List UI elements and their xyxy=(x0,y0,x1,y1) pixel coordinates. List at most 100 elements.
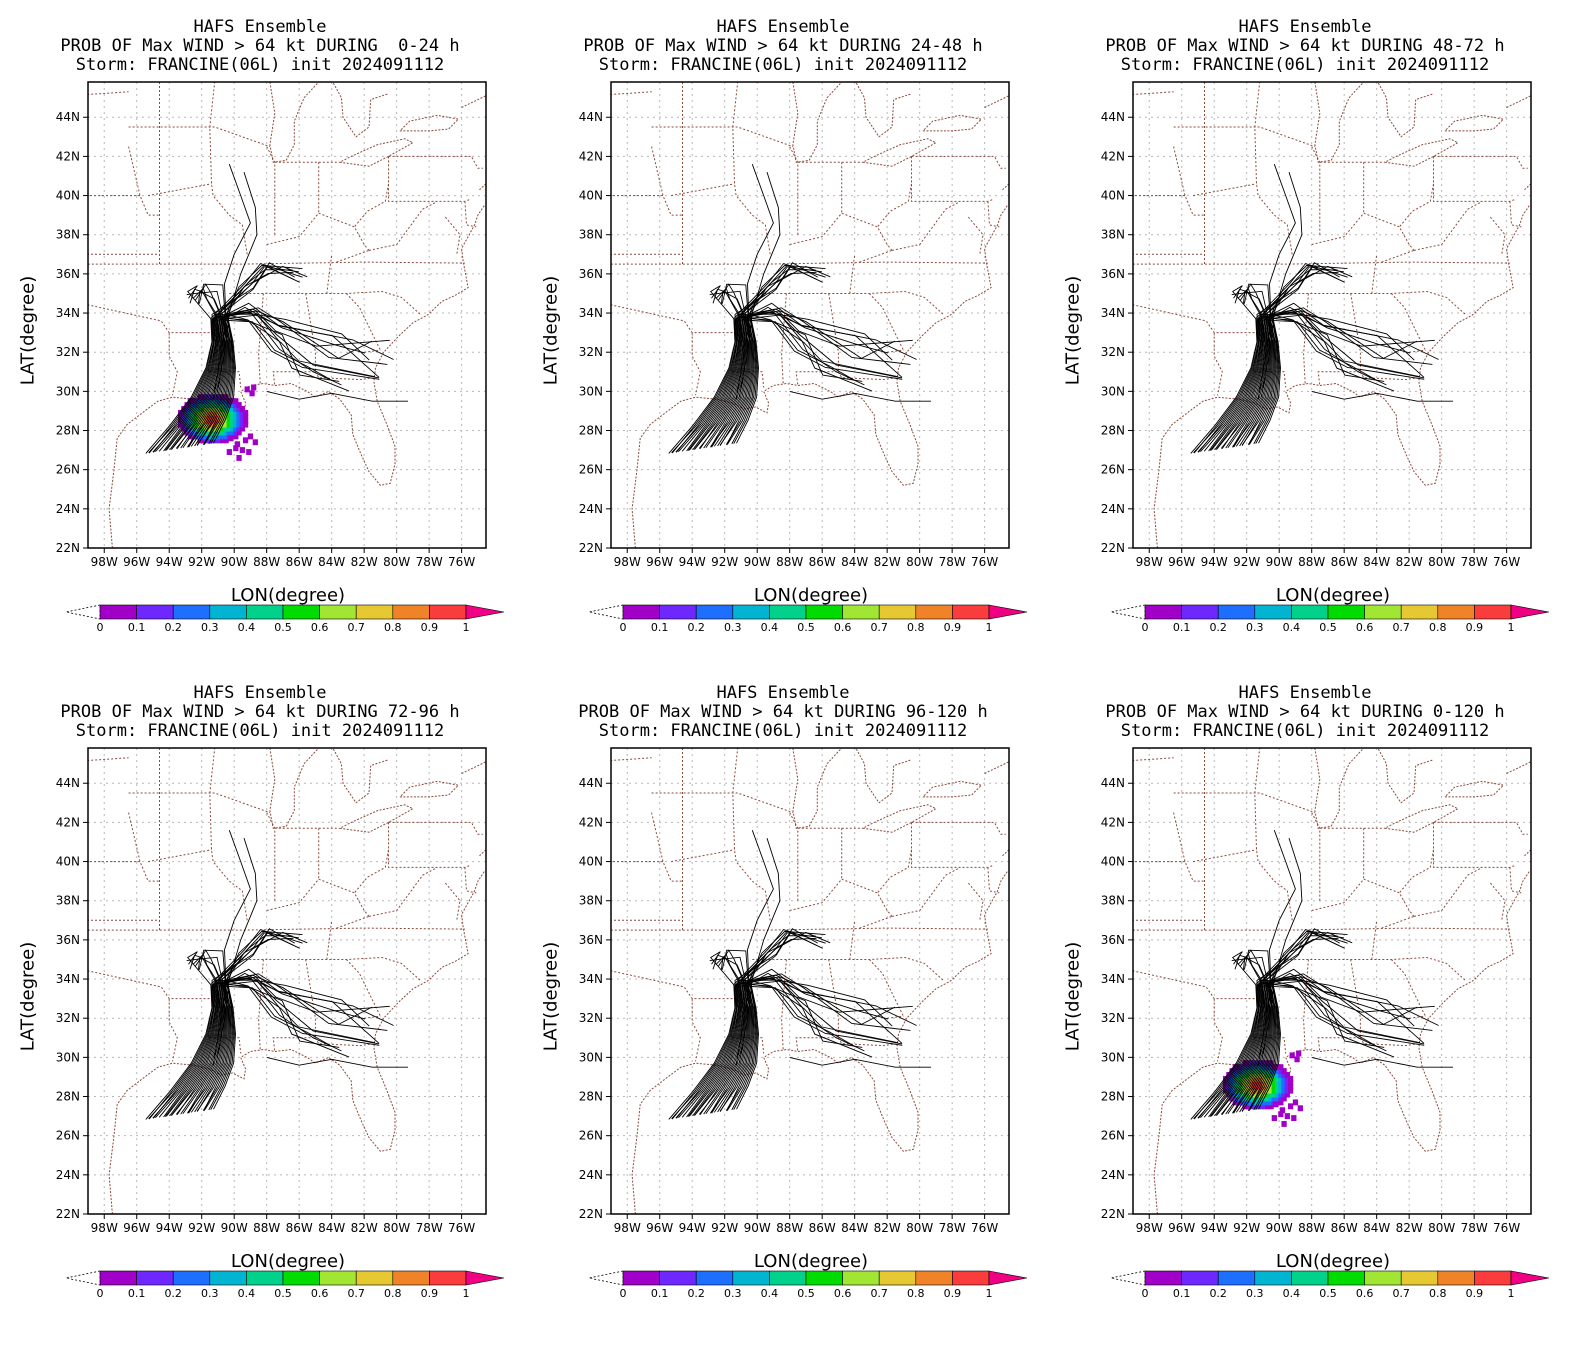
probability-cell xyxy=(1235,1083,1242,1090)
colorbar-label: 0.4 xyxy=(238,1287,256,1300)
probability-cell xyxy=(1252,1091,1258,1098)
colorbar-label: 0.3 xyxy=(201,1287,219,1300)
coastline xyxy=(1377,82,1434,138)
state-boundary xyxy=(364,1015,381,1019)
colorbar-label: 0.5 xyxy=(274,621,292,634)
state-boundary xyxy=(911,821,1006,835)
coastline xyxy=(1524,849,1531,857)
state-boundary xyxy=(1133,304,1287,388)
state-boundary xyxy=(732,748,771,921)
probability-cell xyxy=(1281,1068,1287,1075)
ensemble-track xyxy=(1241,271,1339,446)
colorbar-segment xyxy=(915,1270,953,1286)
coastline xyxy=(1153,205,1530,548)
lat-tick-label: 26N xyxy=(579,463,603,477)
lon-tick-label: 92W xyxy=(188,555,215,569)
lat-tick-label: 24N xyxy=(1101,502,1125,516)
state-boundary xyxy=(1547,764,1550,838)
probability-cell xyxy=(239,447,245,454)
lat-tick-label: 42N xyxy=(1101,149,1125,163)
colorbar-segment xyxy=(695,604,734,620)
probability-cell xyxy=(1268,1103,1274,1110)
colorbar-segment xyxy=(1254,1270,1292,1286)
lon-tick-label: 96W xyxy=(123,555,150,569)
state-boundary xyxy=(1133,91,1174,95)
lon-tick-label: 90W xyxy=(1266,1221,1293,1235)
colorbar-segment xyxy=(842,1270,880,1286)
state-boundary xyxy=(502,98,505,172)
probability-cell xyxy=(194,433,200,440)
lon-tick-label: 98W xyxy=(1136,555,1163,569)
x-axis-label: LON(degree) xyxy=(230,585,346,606)
coastline xyxy=(485,748,486,765)
state-boundary xyxy=(849,920,856,960)
probability-cell xyxy=(1261,1103,1268,1110)
probability-cell xyxy=(1278,1079,1284,1086)
ensemble-track xyxy=(180,314,379,449)
probability-cell xyxy=(1284,1087,1290,1094)
ensemble-track xyxy=(175,287,223,449)
ensemble-track xyxy=(158,930,294,1118)
state-boundary xyxy=(464,201,477,228)
colorbar-label: 0.5 xyxy=(274,1287,292,1300)
probability-cell xyxy=(216,429,223,436)
colorbar-segment xyxy=(209,1270,247,1286)
probability-cell xyxy=(1281,1087,1287,1094)
lon-tick-label: 78W xyxy=(1461,555,1488,569)
coastline xyxy=(1008,82,1009,99)
lat-tick-label: 42N xyxy=(1101,815,1125,829)
state-boundary xyxy=(849,254,856,294)
colorbar-segment xyxy=(1254,604,1292,620)
lat-tick-label: 42N xyxy=(579,149,603,163)
probability-cell xyxy=(1265,1103,1271,1110)
colorbar-segment xyxy=(319,604,357,620)
colorbar-segment xyxy=(429,1270,467,1286)
ensemble-track xyxy=(155,978,370,1118)
ensemble-track xyxy=(699,935,816,1116)
lon-tick-label: 88W xyxy=(776,555,803,569)
lon-tick-label: 88W xyxy=(253,555,280,569)
prob-panel-6: HAFS Ensemble PROB OF Max WIND > 64 kt D… xyxy=(1045,666,1565,1326)
lat-tick-label: 26N xyxy=(579,1129,603,1143)
colorbar-label: 0.1 xyxy=(1173,621,1191,634)
ensemble-track xyxy=(676,973,911,1119)
lon-tick-label: 84W xyxy=(318,555,345,569)
ensemble-track xyxy=(1193,928,1340,1120)
colorbar-segment xyxy=(1181,1270,1219,1286)
probability-cell xyxy=(1294,1056,1300,1063)
state-boundary xyxy=(1433,821,1528,835)
probability-cell xyxy=(1287,1083,1294,1090)
state-boundary xyxy=(1311,146,1321,237)
lon-tick-label: 94W xyxy=(679,1221,706,1235)
lat-tick-label: 32N xyxy=(579,345,603,359)
colorbar-label: 0.3 xyxy=(1246,621,1264,634)
lon-tick-label: 96W xyxy=(1168,555,1195,569)
ensemble-track xyxy=(735,830,774,1066)
probability-cell xyxy=(1235,1091,1242,1098)
ensemble-track xyxy=(721,949,755,1111)
state-boundary xyxy=(88,261,465,265)
state-boundary xyxy=(651,812,683,882)
colorbar-segment xyxy=(1144,604,1182,620)
lon-tick-label: 96W xyxy=(646,1221,673,1235)
colorbar-high-arrow xyxy=(988,1270,1028,1286)
panel-model-title: HAFS Ensemble xyxy=(193,683,327,703)
ensemble-track xyxy=(671,951,737,1120)
map-layers xyxy=(1133,748,1550,1214)
probability-cell xyxy=(1292,1099,1299,1106)
colorbar-label: 0.1 xyxy=(128,1287,146,1300)
lon-tick-label: 84W xyxy=(318,1221,345,1235)
ensemble-track xyxy=(1231,290,1273,447)
colorbar-segment xyxy=(695,1270,734,1286)
x-axis-label: LON(degree) xyxy=(1275,1251,1391,1272)
probability-cell xyxy=(1261,1095,1268,1102)
plot-frame xyxy=(610,81,1010,549)
colorbar-label: 1 xyxy=(986,1287,993,1300)
colorbar-segment xyxy=(952,1270,990,1286)
ensemble-track xyxy=(148,951,214,1120)
state-boundary xyxy=(651,146,683,216)
state-boundary xyxy=(128,146,160,216)
state-boundary xyxy=(691,998,701,1062)
ensemble-track xyxy=(733,314,903,444)
coastline xyxy=(339,138,414,167)
